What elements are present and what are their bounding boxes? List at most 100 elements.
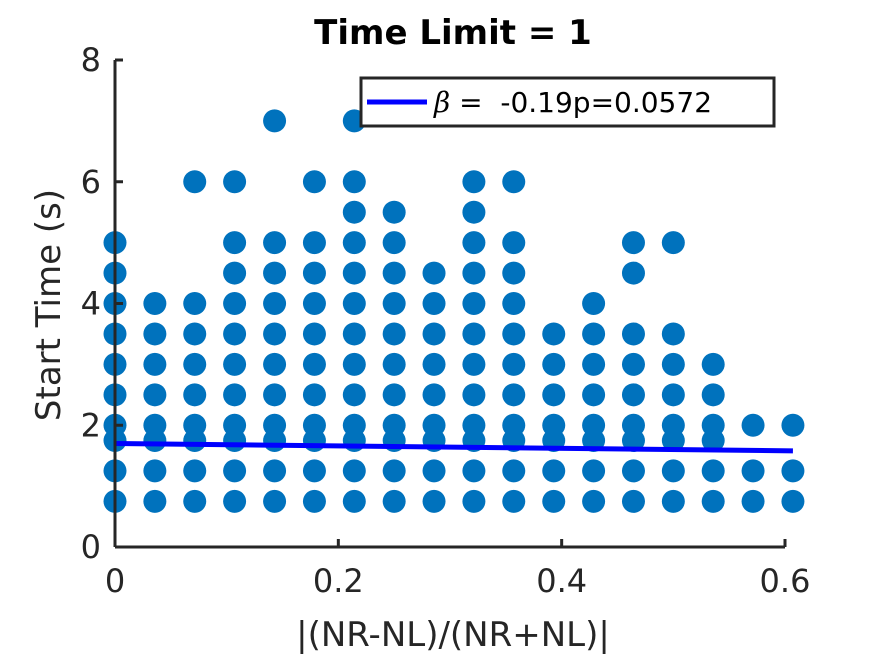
data-point bbox=[502, 261, 526, 285]
data-point bbox=[302, 231, 326, 255]
data-point bbox=[621, 231, 645, 255]
data-point bbox=[502, 170, 526, 194]
data-point bbox=[661, 383, 685, 407]
data-point bbox=[582, 413, 606, 437]
data-point bbox=[143, 489, 167, 513]
data-point bbox=[462, 352, 486, 376]
data-point bbox=[422, 383, 446, 407]
data-point bbox=[223, 231, 247, 255]
data-point bbox=[223, 292, 247, 315]
fit-line bbox=[114, 441, 793, 454]
data-point bbox=[462, 292, 486, 315]
data-point bbox=[302, 489, 326, 513]
data-point bbox=[382, 322, 406, 346]
data-point bbox=[701, 383, 725, 407]
data-point bbox=[183, 170, 207, 194]
data-point bbox=[542, 489, 566, 513]
data-point bbox=[582, 322, 606, 346]
data-point bbox=[502, 292, 526, 315]
data-point bbox=[302, 459, 326, 483]
data-point bbox=[422, 459, 446, 483]
data-point bbox=[422, 352, 446, 376]
data-point bbox=[263, 109, 287, 133]
legend-box bbox=[359, 76, 776, 128]
data-point bbox=[302, 170, 326, 194]
data-point bbox=[183, 459, 207, 483]
data-point bbox=[621, 459, 645, 483]
data-point bbox=[701, 352, 725, 376]
data-point bbox=[183, 413, 207, 437]
data-point bbox=[342, 413, 366, 437]
data-point bbox=[342, 322, 366, 346]
data-point bbox=[302, 383, 326, 407]
data-point bbox=[183, 383, 207, 407]
data-point bbox=[582, 459, 606, 483]
data-point bbox=[302, 292, 326, 315]
data-point bbox=[542, 383, 566, 407]
legend: β = -0.19p=0.0572 bbox=[359, 76, 776, 128]
data-point bbox=[342, 292, 366, 315]
data-point bbox=[382, 413, 406, 437]
y-tick-label: 8 bbox=[81, 41, 101, 79]
data-point bbox=[422, 489, 446, 513]
data-point bbox=[701, 413, 725, 437]
data-point bbox=[223, 413, 247, 437]
data-point bbox=[542, 322, 566, 346]
data-point bbox=[183, 489, 207, 513]
data-point bbox=[542, 413, 566, 437]
data-point bbox=[183, 322, 207, 346]
data-point bbox=[143, 352, 167, 376]
data-point bbox=[223, 383, 247, 407]
data-point bbox=[741, 459, 765, 483]
data-point bbox=[462, 413, 486, 437]
data-point bbox=[422, 413, 446, 437]
data-point bbox=[382, 261, 406, 285]
data-point bbox=[621, 383, 645, 407]
data-point bbox=[223, 489, 247, 513]
data-point bbox=[422, 322, 446, 346]
data-point bbox=[502, 383, 526, 407]
y-axis-label: Start Time (s) bbox=[29, 189, 69, 421]
data-point bbox=[382, 352, 406, 376]
x-tick-label: 0.6 bbox=[760, 562, 811, 600]
data-point bbox=[781, 459, 805, 483]
x-tick-label: 0 bbox=[105, 562, 125, 600]
data-point bbox=[621, 413, 645, 437]
data-point bbox=[223, 170, 247, 194]
data-point bbox=[542, 459, 566, 483]
data-point bbox=[741, 489, 765, 513]
data-point bbox=[462, 459, 486, 483]
data-point bbox=[382, 489, 406, 513]
data-point bbox=[342, 459, 366, 483]
data-point bbox=[462, 261, 486, 285]
data-point bbox=[462, 231, 486, 255]
data-point bbox=[263, 459, 287, 483]
y-tick-label: 2 bbox=[81, 406, 101, 444]
data-point bbox=[342, 383, 366, 407]
axes bbox=[113, 60, 785, 549]
y-tick-label: 4 bbox=[81, 285, 101, 323]
y-tick-label: 0 bbox=[81, 528, 101, 566]
data-point bbox=[502, 459, 526, 483]
data-point bbox=[342, 231, 366, 255]
data-point bbox=[621, 489, 645, 513]
y-tick-label: 6 bbox=[81, 163, 101, 201]
data-point bbox=[621, 352, 645, 376]
data-point bbox=[342, 352, 366, 376]
x-tick-label: 0.4 bbox=[536, 562, 587, 600]
data-point bbox=[422, 292, 446, 315]
data-point bbox=[263, 413, 287, 437]
data-point bbox=[263, 231, 287, 255]
data-point bbox=[382, 231, 406, 255]
data-point bbox=[502, 352, 526, 376]
data-point bbox=[302, 261, 326, 285]
data-point bbox=[342, 170, 366, 194]
data-point bbox=[143, 292, 167, 315]
data-point bbox=[621, 261, 645, 285]
data-point bbox=[143, 383, 167, 407]
data-point bbox=[661, 489, 685, 513]
data-point bbox=[661, 413, 685, 437]
data-point bbox=[582, 292, 606, 315]
data-point bbox=[661, 352, 685, 376]
